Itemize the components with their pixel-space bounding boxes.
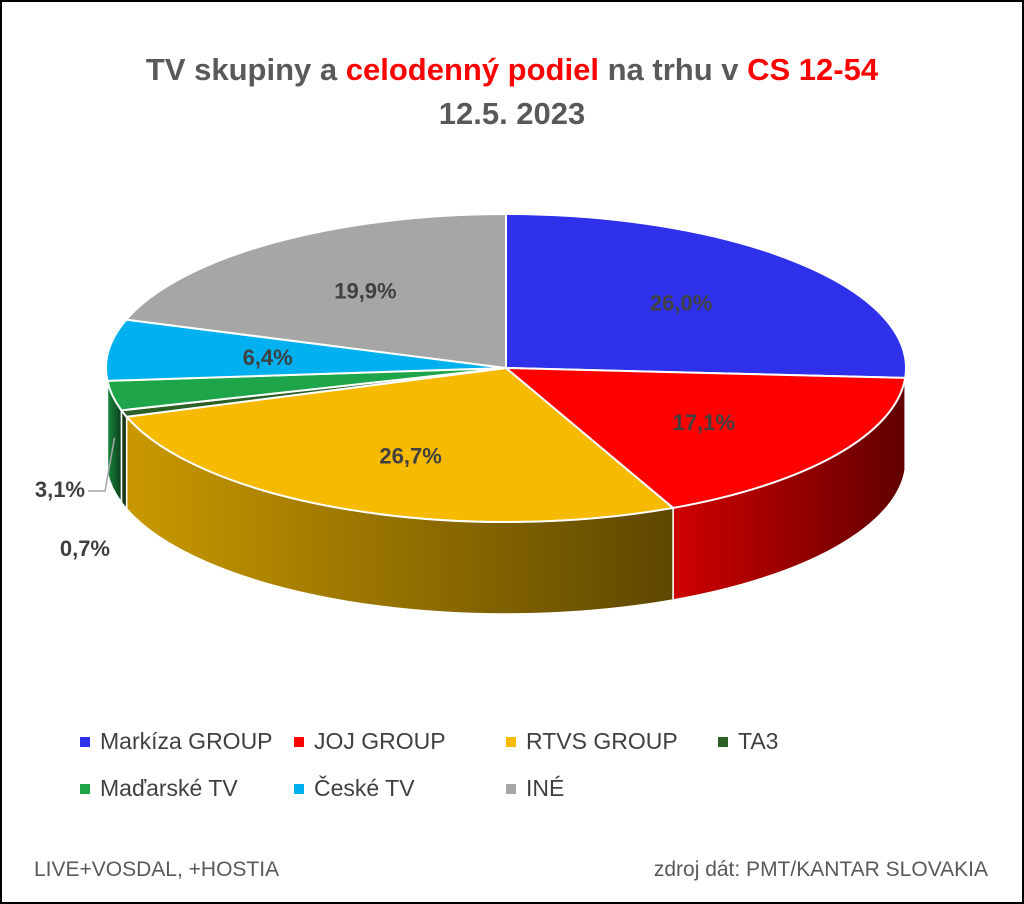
data-label-joj-group: 17,1% xyxy=(673,410,735,435)
data-label-ine: 19,9% xyxy=(334,279,396,304)
legend-item-ceske: České TV xyxy=(294,775,415,802)
pie-slice-ine xyxy=(124,212,507,370)
legend-label-markiza: Markíza GROUP xyxy=(100,728,273,754)
legend-item-markiza: Markíza GROUP xyxy=(80,728,273,755)
legend-label-rtvs: RTVS GROUP xyxy=(526,728,678,754)
pie-top xyxy=(105,212,907,523)
pie-side-ta3 xyxy=(120,408,128,511)
title-part-4: CS 12-54 xyxy=(747,52,879,87)
footer-source: zdroj dát: PMT/KANTAR SLOVAKIA xyxy=(653,858,988,881)
legend-label-ine: INÉ xyxy=(526,775,565,801)
legend-swatch-ta3 xyxy=(718,736,728,747)
legend-swatch-rtvs xyxy=(506,736,516,747)
legend-label-ta3: TA3 xyxy=(738,728,779,754)
legend-swatch-ine xyxy=(506,783,516,794)
pie-slice-joj-group xyxy=(503,366,907,509)
legend-item-ine: INÉ xyxy=(506,775,564,802)
leader-line-madarske-tv xyxy=(88,437,116,492)
legend-swatch-markiza xyxy=(80,736,90,747)
data-label-ceske-tv: 6,4% xyxy=(243,345,293,370)
footer-left-note: LIVE+VOSDAL, +HOSTIA xyxy=(34,858,280,881)
legend-swatch-joj xyxy=(294,736,304,747)
legend-swatch-madarske xyxy=(80,783,90,794)
chart-title: TV skupiny a celodenný podiel na trhu v … xyxy=(0,48,1024,136)
pie-slice-rtvs-group xyxy=(124,366,676,523)
pie-slice-markiza-group xyxy=(505,212,907,379)
data-label-rtvs-group: 26,7% xyxy=(379,444,441,469)
title-part-1: TV skupiny a xyxy=(145,52,346,87)
legend-swatch-ceske xyxy=(294,783,304,794)
pie-slice-ceske-tv xyxy=(105,318,507,382)
title-line-2: 12.5. 2023 xyxy=(438,96,586,131)
data-label-ta3: 0,7% xyxy=(60,536,110,561)
data-label-madarske-tv: 3,1% xyxy=(35,477,85,502)
legend-item-ta3: TA3 xyxy=(718,728,778,755)
data-label-markiza-group: 26,0% xyxy=(650,291,712,316)
legend-label-madarske: Maďarské TV xyxy=(100,775,238,801)
title-part-3: na trhu v xyxy=(598,52,748,87)
legend-label-joj: JOJ GROUP xyxy=(314,728,446,754)
legend-item-rtvs: RTVS GROUP xyxy=(506,728,678,755)
title-line-1: TV skupiny a celodenný podiel na trhu v … xyxy=(0,48,1024,92)
title-part-2: celodenný podiel xyxy=(345,52,599,87)
legend-label-ceske: České TV xyxy=(314,775,415,801)
pie-labels: 26,0% 17,1% 26,7% 0,7% 3,1% 6,4% 19,9% xyxy=(35,279,735,561)
legend-item-madarske: Maďarské TV xyxy=(80,775,238,802)
legend-item-joj: JOJ GROUP xyxy=(294,728,446,755)
